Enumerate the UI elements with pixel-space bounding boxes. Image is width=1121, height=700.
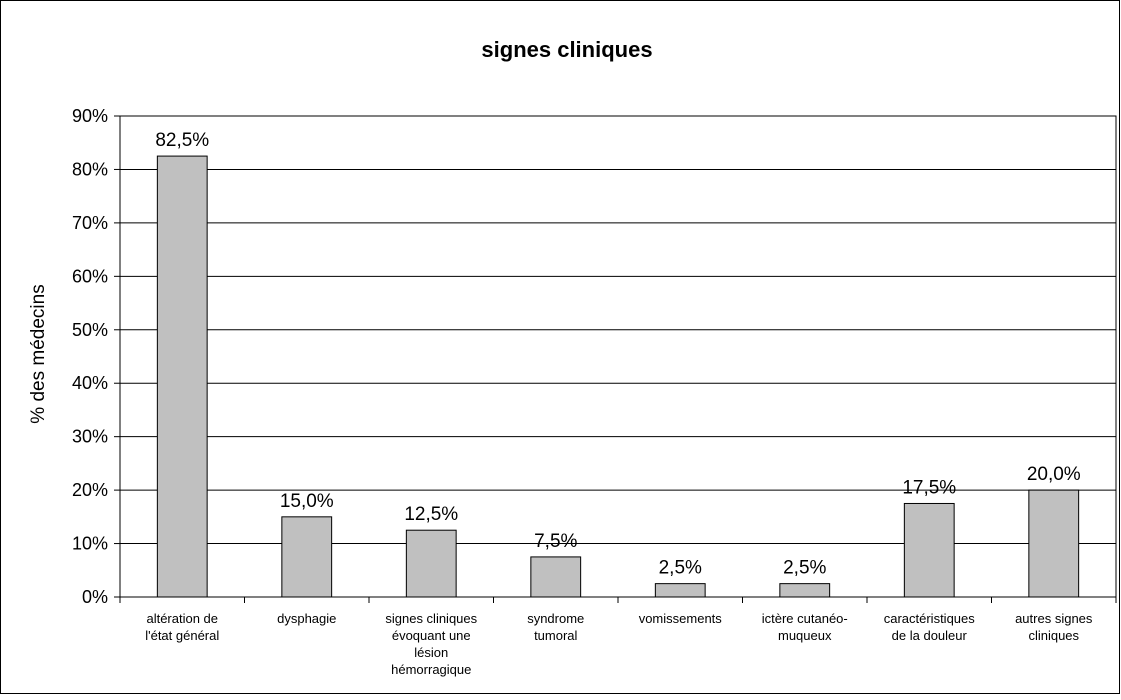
bar [530,556,582,598]
x-tick-label-line: muqueux [778,628,832,643]
x-tick-label: dysphagie [277,611,336,626]
x-tick-label-line: l'état général [145,628,219,643]
data-labels: 82,5% 15,0% 12,5% 7,5% 2,5% 2,5% 17,5% 20,0% [155,130,1080,579]
y-tick-label: 20% [72,480,108,500]
y-tick-label: 10% [72,534,108,554]
bar [281,516,333,598]
y-tick-label: 60% [72,266,108,286]
x-tick-label: autres signes cliniques [1015,611,1093,643]
y-tick-label: 70% [72,213,108,233]
data-label: 15,0% [280,491,334,512]
x-tick-label-line: vomissements [639,611,723,626]
x-tick-label: vomissements [639,611,723,626]
data-label: 82,5% [155,130,209,151]
x-tick-label-line: tumoral [534,628,577,643]
x-tick-label-line: syndrome [527,611,584,626]
y-tick-label: 50% [72,320,108,340]
bars [156,155,1080,598]
bar [654,583,706,598]
x-tick-label-line: hémorragique [391,662,471,677]
y-tick-label: 30% [72,427,108,447]
data-label: 7,5% [534,531,577,552]
bar [405,529,457,598]
bar [1028,489,1080,598]
x-tick-label-line: dysphagie [277,611,336,626]
y-tick-label: 80% [72,159,108,179]
y-tick-label: 0% [82,587,108,607]
x-tick-label-line: évoquant une [392,628,471,643]
x-tick-label: altération de l'état général [145,611,219,643]
plot-area-border [119,115,1117,598]
data-label: 17,5% [902,477,956,498]
data-label: 2,5% [659,558,702,579]
y-axis-label: % des médecins [28,284,49,423]
x-tick-label-line: altération de [146,611,218,626]
y-tick-label: 40% [72,373,108,393]
data-label: 20,0% [1027,464,1081,485]
data-label: 12,5% [404,504,458,525]
bar [156,155,208,598]
bar [903,502,955,598]
x-tick-label-line: ictère cutanéo- [762,611,848,626]
chart-title: signes cliniques [481,37,652,62]
x-tick-label: syndrome tumoral [527,611,584,643]
x-tick-label: signes cliniques évoquant une lésion hémorr… [385,611,477,677]
x-axis-ticks: altération de l'état général dysphagie sign… [119,597,1117,677]
x-tick-label-line: lésion [414,645,448,660]
bar [779,583,831,598]
x-tick-label-line: signes cliniques [385,611,477,626]
x-tick-label-line: cliniques [1028,628,1079,643]
x-tick-label-line: autres signes [1015,611,1093,626]
y-axis-ticks: 0% 10% 20% 30% 40% 50% 60% 70% 80% 90% [72,106,120,607]
x-tick-label: ictère cutanéo-muqueux [762,611,848,643]
data-label: 2,5% [783,558,826,579]
y-tick-label: 90% [72,106,108,126]
x-tick-label: caractéristiques de la douleur [884,611,976,643]
x-tick-label-line: caractéristiques [884,611,976,626]
x-tick-label-line: de la douleur [892,628,968,643]
